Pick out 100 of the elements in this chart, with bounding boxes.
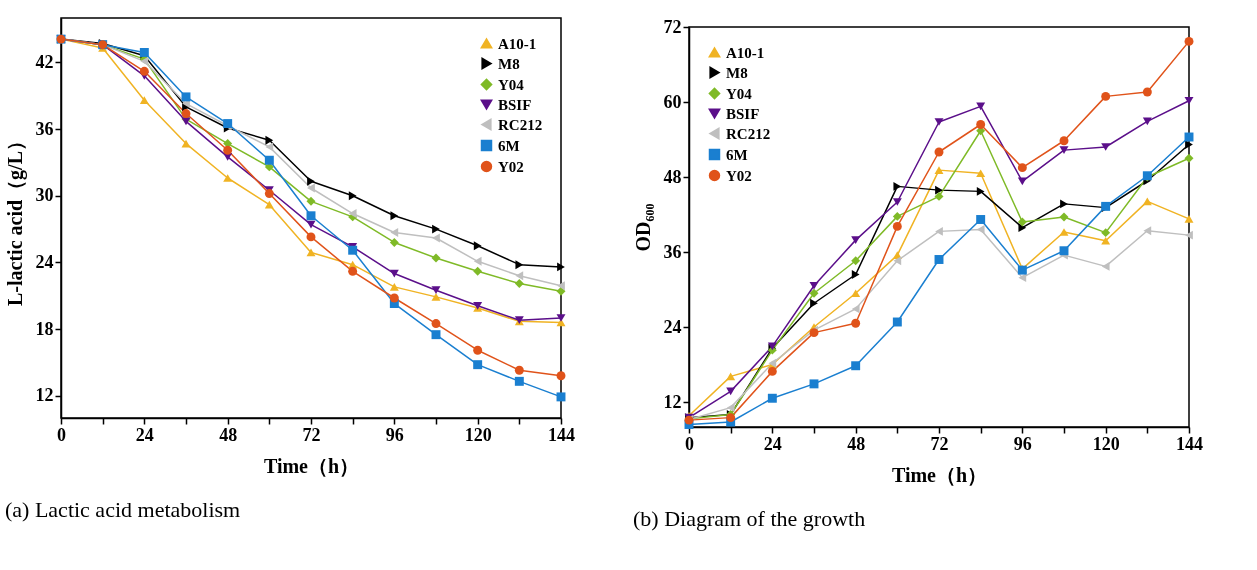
point (1184, 215, 1194, 223)
point (935, 226, 943, 236)
y-tick-label: 24 (35, 251, 54, 272)
point (1060, 199, 1068, 209)
text: (a) Lactic acid metabolism (5, 497, 241, 522)
point (306, 220, 316, 229)
point (1101, 236, 1111, 245)
point (431, 286, 441, 295)
point (473, 345, 483, 355)
point (389, 293, 399, 303)
point (934, 118, 944, 126)
x-tick-label: 120 (1092, 433, 1120, 454)
point (851, 289, 861, 298)
point (1101, 228, 1111, 238)
point (851, 270, 860, 279)
point (306, 211, 316, 221)
point (1017, 163, 1027, 173)
point (934, 191, 944, 201)
point (726, 413, 736, 423)
point (1143, 226, 1152, 236)
point (264, 200, 274, 209)
point (767, 393, 777, 403)
point (389, 283, 399, 291)
point (307, 183, 315, 193)
point (809, 281, 819, 290)
point (1059, 228, 1069, 236)
point (389, 237, 399, 247)
point (1101, 143, 1111, 151)
point (976, 120, 986, 129)
point (557, 281, 565, 291)
point (1142, 197, 1152, 206)
point (1059, 146, 1069, 154)
point (181, 109, 191, 119)
x-tick-label: 0 (685, 433, 694, 454)
point (432, 233, 440, 243)
point (851, 361, 861, 371)
legend-label: BSIF (726, 105, 760, 122)
point (556, 286, 566, 296)
y-tick-label: 72 (663, 16, 682, 37)
point (809, 288, 819, 298)
y-tick-label: 60 (663, 91, 682, 112)
legend-label: M8 (498, 55, 520, 72)
point (514, 279, 524, 289)
point (306, 232, 316, 242)
point (306, 196, 316, 206)
point (892, 211, 902, 221)
point (431, 319, 441, 329)
point (431, 293, 441, 301)
point (1017, 217, 1027, 227)
legend-label: Y04 (726, 85, 753, 102)
y-tick-label: 12 (35, 385, 54, 406)
point (1101, 91, 1111, 101)
x-tick-label: 0 (57, 424, 66, 445)
point (1059, 212, 1069, 222)
y-axis-title: OD₆₀₀ (631, 203, 654, 252)
point (851, 318, 861, 328)
point (556, 392, 566, 402)
x-tick-label: 24 (135, 424, 154, 445)
point (432, 224, 440, 234)
point (1059, 246, 1069, 256)
point (810, 298, 818, 308)
point (851, 256, 861, 266)
point (892, 317, 902, 327)
x-tick-label: 144 (548, 424, 575, 445)
legend-label: Y02 (726, 167, 752, 184)
y-tick-label: 36 (35, 118, 54, 139)
legend-label: RC212 (726, 125, 771, 142)
point (431, 253, 441, 263)
point (348, 191, 357, 201)
point (514, 365, 524, 375)
point (976, 186, 985, 196)
point (767, 366, 777, 376)
y-tick-label: 42 (35, 51, 54, 72)
point (976, 215, 986, 224)
point (139, 66, 149, 76)
point (473, 266, 483, 276)
x-axis-title: Time（h） (891, 463, 988, 486)
point (223, 145, 233, 155)
x-tick-label: 48 (219, 424, 238, 445)
point (892, 221, 902, 231)
point (348, 266, 358, 276)
point (473, 256, 482, 266)
point (1018, 223, 1027, 233)
x-axis-title: Time（h） (263, 454, 360, 477)
point (1184, 153, 1194, 163)
point (139, 47, 149, 57)
legend-label: Y02 (498, 158, 524, 175)
point (851, 236, 861, 244)
point (1185, 230, 1193, 240)
point (726, 403, 735, 413)
point (1184, 96, 1194, 105)
legend-label: M8 (726, 64, 748, 81)
legend-label: BSIF (498, 96, 532, 113)
point (1101, 261, 1110, 271)
point (306, 248, 316, 257)
point (1185, 140, 1193, 149)
point (139, 96, 149, 105)
point (935, 185, 943, 195)
y-tick-label: 36 (663, 241, 682, 262)
x-tick-label: 120 (464, 424, 492, 445)
